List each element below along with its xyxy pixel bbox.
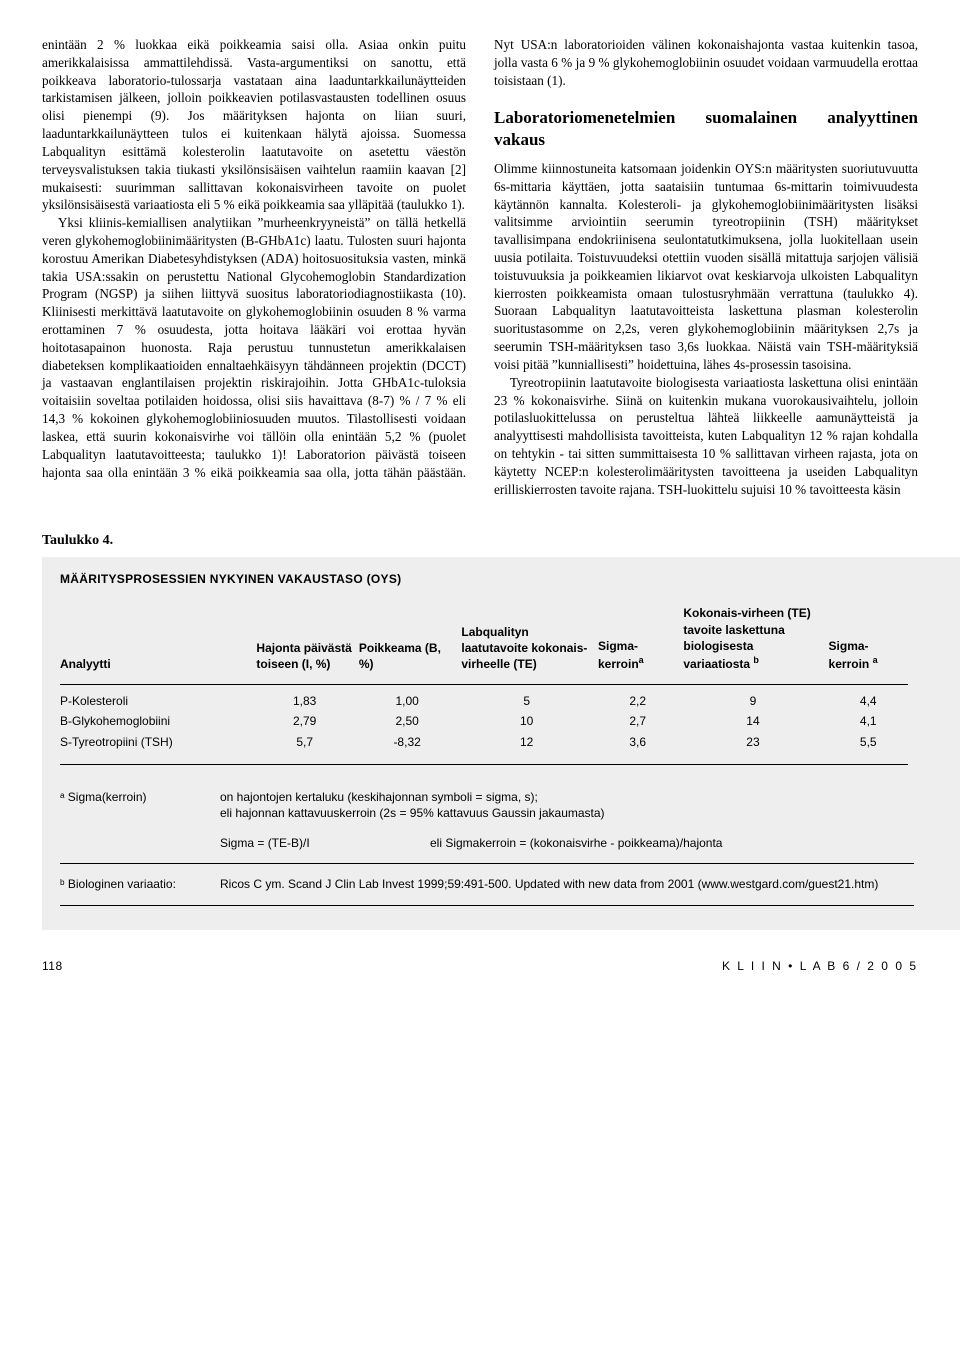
col-poikkeama: Poikkeama (B, %): [359, 601, 461, 678]
table-header-row: Analyytti Hajonta päivästä toiseen (I, %…: [60, 601, 914, 678]
paragraph: Olimme kiinnostuneita katsomaan joidenki…: [494, 160, 918, 374]
table-row: B-Glykohemoglobiini2,792,50102,7144,1: [60, 711, 914, 731]
table-title: MÄÄRITYSPROSESSIEN NYKYINEN VAKAUSTASO (…: [60, 571, 914, 587]
footnote-b-key: ᵇ Biologinen variaatio:: [60, 876, 220, 892]
table-footnotes: ᵃ Sigma(kerroin) on hajontojen kertaluku…: [60, 789, 914, 906]
col-sigma1: Sigma-kerroina: [598, 601, 683, 678]
col-labquality: Labqualityn laatutavoite kokonais-virhee…: [461, 601, 598, 678]
footnote-a-line: eli hajonnan kattavuuskerroin (2s = 95% …: [220, 805, 722, 821]
footnote-a-key: ᵃ Sigma(kerroin): [60, 789, 220, 852]
col-sigma2: Sigma-kerroin a: [829, 601, 914, 678]
table-row: S-Tyreotropiini (TSH)5,7-8,32123,6235,5: [60, 732, 914, 752]
page-footer: 118 K L I I N • L A B 6 / 2 0 0 5: [42, 958, 918, 974]
table-4: MÄÄRITYSPROSESSIEN NYKYINEN VAKAUSTASO (…: [42, 557, 960, 929]
paragraph: Tyreotropiinin laatutavoite biologisesta…: [494, 374, 918, 499]
paragraph: enintään 2 % luokkaa eikä poikkeamia sai…: [42, 36, 466, 214]
section-heading: Laboratoriomenetelmien suomalainen analy…: [494, 107, 918, 150]
footnote-b-text: Ricos C ym. Scand J Clin Lab Invest 1999…: [220, 876, 878, 892]
body-columns: enintään 2 % luokkaa eikä poikkeamia sai…: [42, 36, 918, 498]
table-caption: Taulukko 4.: [42, 532, 918, 551]
footnote-a-formula: Sigma = (TE-B)/I: [220, 835, 430, 851]
journal-ref: K L I I N • L A B 6 / 2 0 0 5: [722, 958, 918, 974]
table-row: P-Kolesteroli1,831,0052,294,4: [60, 691, 914, 711]
col-kokonais: Kokonais-virheen (TE) tavoite laskettuna…: [683, 601, 828, 678]
footnote-a-line: on hajontojen kertaluku (keskihajonnan s…: [220, 789, 722, 805]
data-table: Analyytti Hajonta päivästä toiseen (I, %…: [60, 601, 914, 770]
page-number: 118: [42, 958, 63, 974]
col-hajonta: Hajonta päivästä toiseen (I, %): [256, 601, 358, 678]
footnote-a-formula-desc: eli Sigmakerroin = (kokonaisvirhe - poik…: [430, 835, 722, 851]
col-analyytti: Analyytti: [60, 601, 256, 678]
